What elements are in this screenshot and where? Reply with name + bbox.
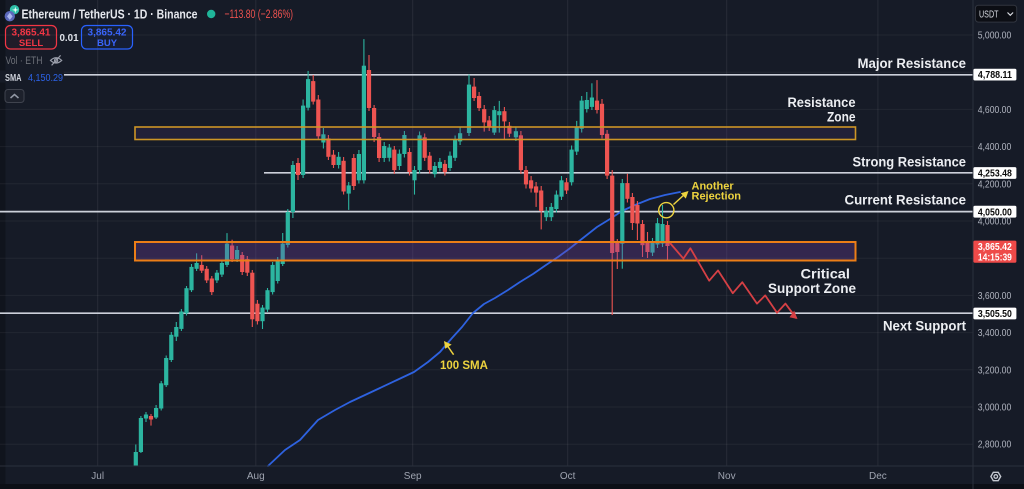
svg-text:SMA: SMA [5, 73, 22, 84]
svg-text:14:15:39: 14:15:39 [978, 252, 1012, 263]
svg-text:Vol · ETH: Vol · ETH [6, 55, 43, 67]
svg-text:3,865.41: 3,865.41 [12, 27, 51, 39]
svg-text:3,865.42: 3,865.42 [88, 27, 127, 39]
svg-text:Another: Another [692, 181, 735, 193]
svg-text:3,400.00: 3,400.00 [978, 328, 1012, 339]
svg-text:Critical: Critical [801, 266, 851, 281]
svg-text:2,800.00: 2,800.00 [978, 440, 1012, 451]
svg-text:4,150.29: 4,150.29 [28, 73, 63, 84]
svg-text:4,600.00: 4,600.00 [978, 105, 1012, 116]
svg-text:Next Support: Next Support [883, 319, 966, 334]
svg-text:3,865.42: 3,865.42 [978, 242, 1012, 253]
svg-text:Sep: Sep [404, 471, 422, 482]
svg-text:Nov: Nov [718, 471, 736, 482]
svg-text:SELL: SELL [19, 38, 43, 49]
svg-text:3,200.00: 3,200.00 [978, 365, 1012, 376]
svg-text:4,000.00: 4,000.00 [978, 217, 1012, 228]
svg-text:4,253.48: 4,253.48 [978, 169, 1012, 180]
svg-text:Major Resistance: Major Resistance [858, 56, 967, 71]
svg-text:4,400.00: 4,400.00 [978, 142, 1012, 153]
svg-text:100 SMA: 100 SMA [440, 360, 488, 372]
svg-text:Current Resistance: Current Resistance [845, 193, 967, 208]
svg-text:3,505.50: 3,505.50 [978, 309, 1012, 320]
svg-text:Zone: Zone [827, 110, 856, 125]
svg-text:5,000.00: 5,000.00 [978, 31, 1012, 42]
svg-text:4,050.00: 4,050.00 [978, 207, 1012, 218]
svg-text:3,600.00: 3,600.00 [978, 291, 1012, 302]
svg-text:USDT: USDT [979, 9, 999, 21]
svg-text:Support Zone: Support Zone [768, 281, 856, 296]
svg-text:Strong Resistance: Strong Resistance [853, 155, 967, 170]
svg-text:0.01: 0.01 [59, 33, 79, 44]
svg-text:BUY: BUY [97, 38, 118, 49]
svg-text:Oct: Oct [560, 471, 576, 482]
svg-text:Dec: Dec [869, 471, 887, 482]
svg-text:3,000.00: 3,000.00 [978, 403, 1012, 414]
svg-text:4,200.00: 4,200.00 [978, 179, 1012, 190]
svg-text:Ethereum / TetherUS · 1D · Bin: Ethereum / TetherUS · 1D · Binance [22, 6, 198, 21]
svg-text:4,788.11: 4,788.11 [978, 70, 1012, 81]
svg-text:Aug: Aug [247, 471, 265, 482]
svg-text:Jul: Jul [91, 471, 104, 482]
svg-text:Rejection: Rejection [692, 191, 742, 203]
svg-text:−113.80 (−2.86%): −113.80 (−2.86%) [225, 7, 294, 21]
svg-text:Resistance: Resistance [788, 95, 856, 110]
